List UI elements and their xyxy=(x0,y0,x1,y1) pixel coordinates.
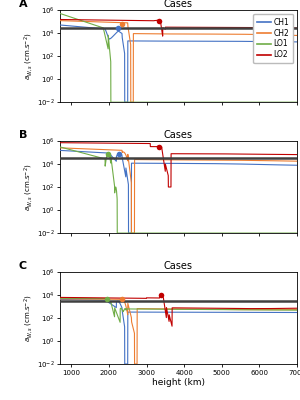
X-axis label: height (km): height (km) xyxy=(152,378,205,387)
Legend: CH1, CH2, LO1, LO2: CH1, CH2, LO1, LO2 xyxy=(253,14,293,63)
Y-axis label: $a_{W,s}$ (cm.s$^{-2}$): $a_{W,s}$ (cm.s$^{-2}$) xyxy=(23,294,35,342)
Y-axis label: $a_{W,s}$ (cm.s$^{-2}$): $a_{W,s}$ (cm.s$^{-2}$) xyxy=(23,163,35,211)
Title: Cases: Cases xyxy=(164,0,193,9)
Title: Cases: Cases xyxy=(164,130,193,140)
Y-axis label: $a_{W,s}$ (cm.s$^{-2}$): $a_{W,s}$ (cm.s$^{-2}$) xyxy=(23,32,35,80)
Text: B: B xyxy=(19,130,27,140)
Text: A: A xyxy=(19,0,27,9)
Title: Cases: Cases xyxy=(164,261,193,271)
Text: C: C xyxy=(19,261,27,271)
